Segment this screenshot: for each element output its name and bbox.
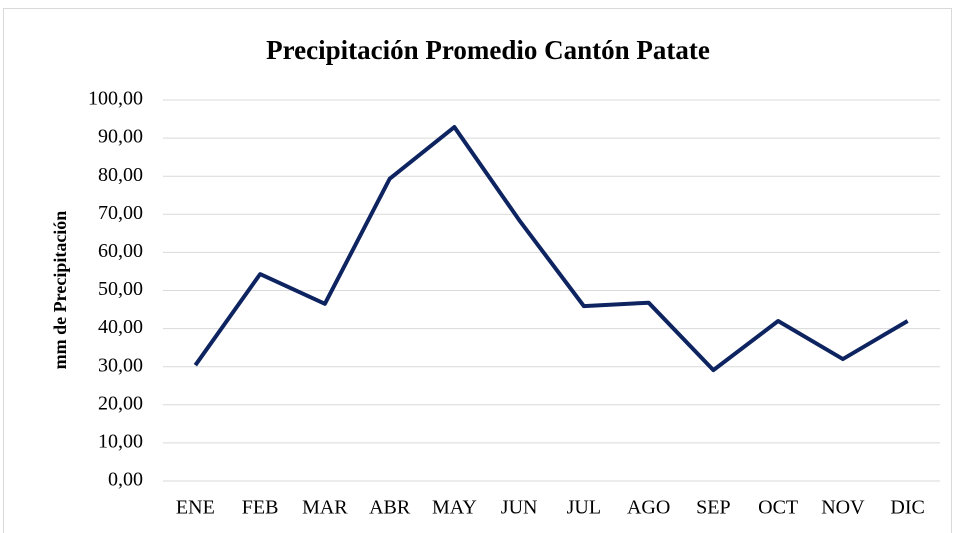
data-line: [193, 125, 909, 373]
y-tick-label: 30,00: [98, 354, 143, 376]
x-tick-label: JUN: [501, 497, 538, 519]
y-tick-label: 80,00: [98, 164, 143, 186]
y-axis-label: mm de Precipitación: [50, 211, 70, 370]
x-tick-label: SEP: [696, 497, 730, 519]
x-tick-label: DIC: [890, 497, 924, 519]
y-tick-label: 70,00: [98, 202, 143, 224]
y-tick-label: 50,00: [98, 278, 143, 300]
chart-frame: [3, 8, 952, 533]
y-tick-label: 60,00: [98, 240, 143, 262]
y-tick-label: 40,00: [98, 316, 143, 338]
x-tick-label: JUL: [567, 497, 601, 519]
y-tick-label: 0,00: [108, 469, 143, 491]
x-tick-label: MAY: [432, 497, 477, 519]
x-tick-label: ABR: [369, 497, 411, 519]
x-tick-label: NOV: [821, 497, 865, 519]
x-tick-label: AGO: [627, 497, 670, 519]
x-tick-label: MAR: [302, 497, 348, 519]
x-tick-label: OCT: [758, 497, 798, 519]
y-tick-label: 90,00: [98, 126, 143, 148]
y-tick-label: 20,00: [98, 392, 143, 414]
x-tick-label: ENE: [176, 497, 215, 519]
y-tick-label: 100,00: [88, 88, 143, 110]
x-tick-label: FEB: [242, 497, 279, 519]
chart-title: Precipitación Promedio Cantón Patate: [266, 35, 710, 65]
y-tick-label: 10,00: [98, 430, 143, 452]
